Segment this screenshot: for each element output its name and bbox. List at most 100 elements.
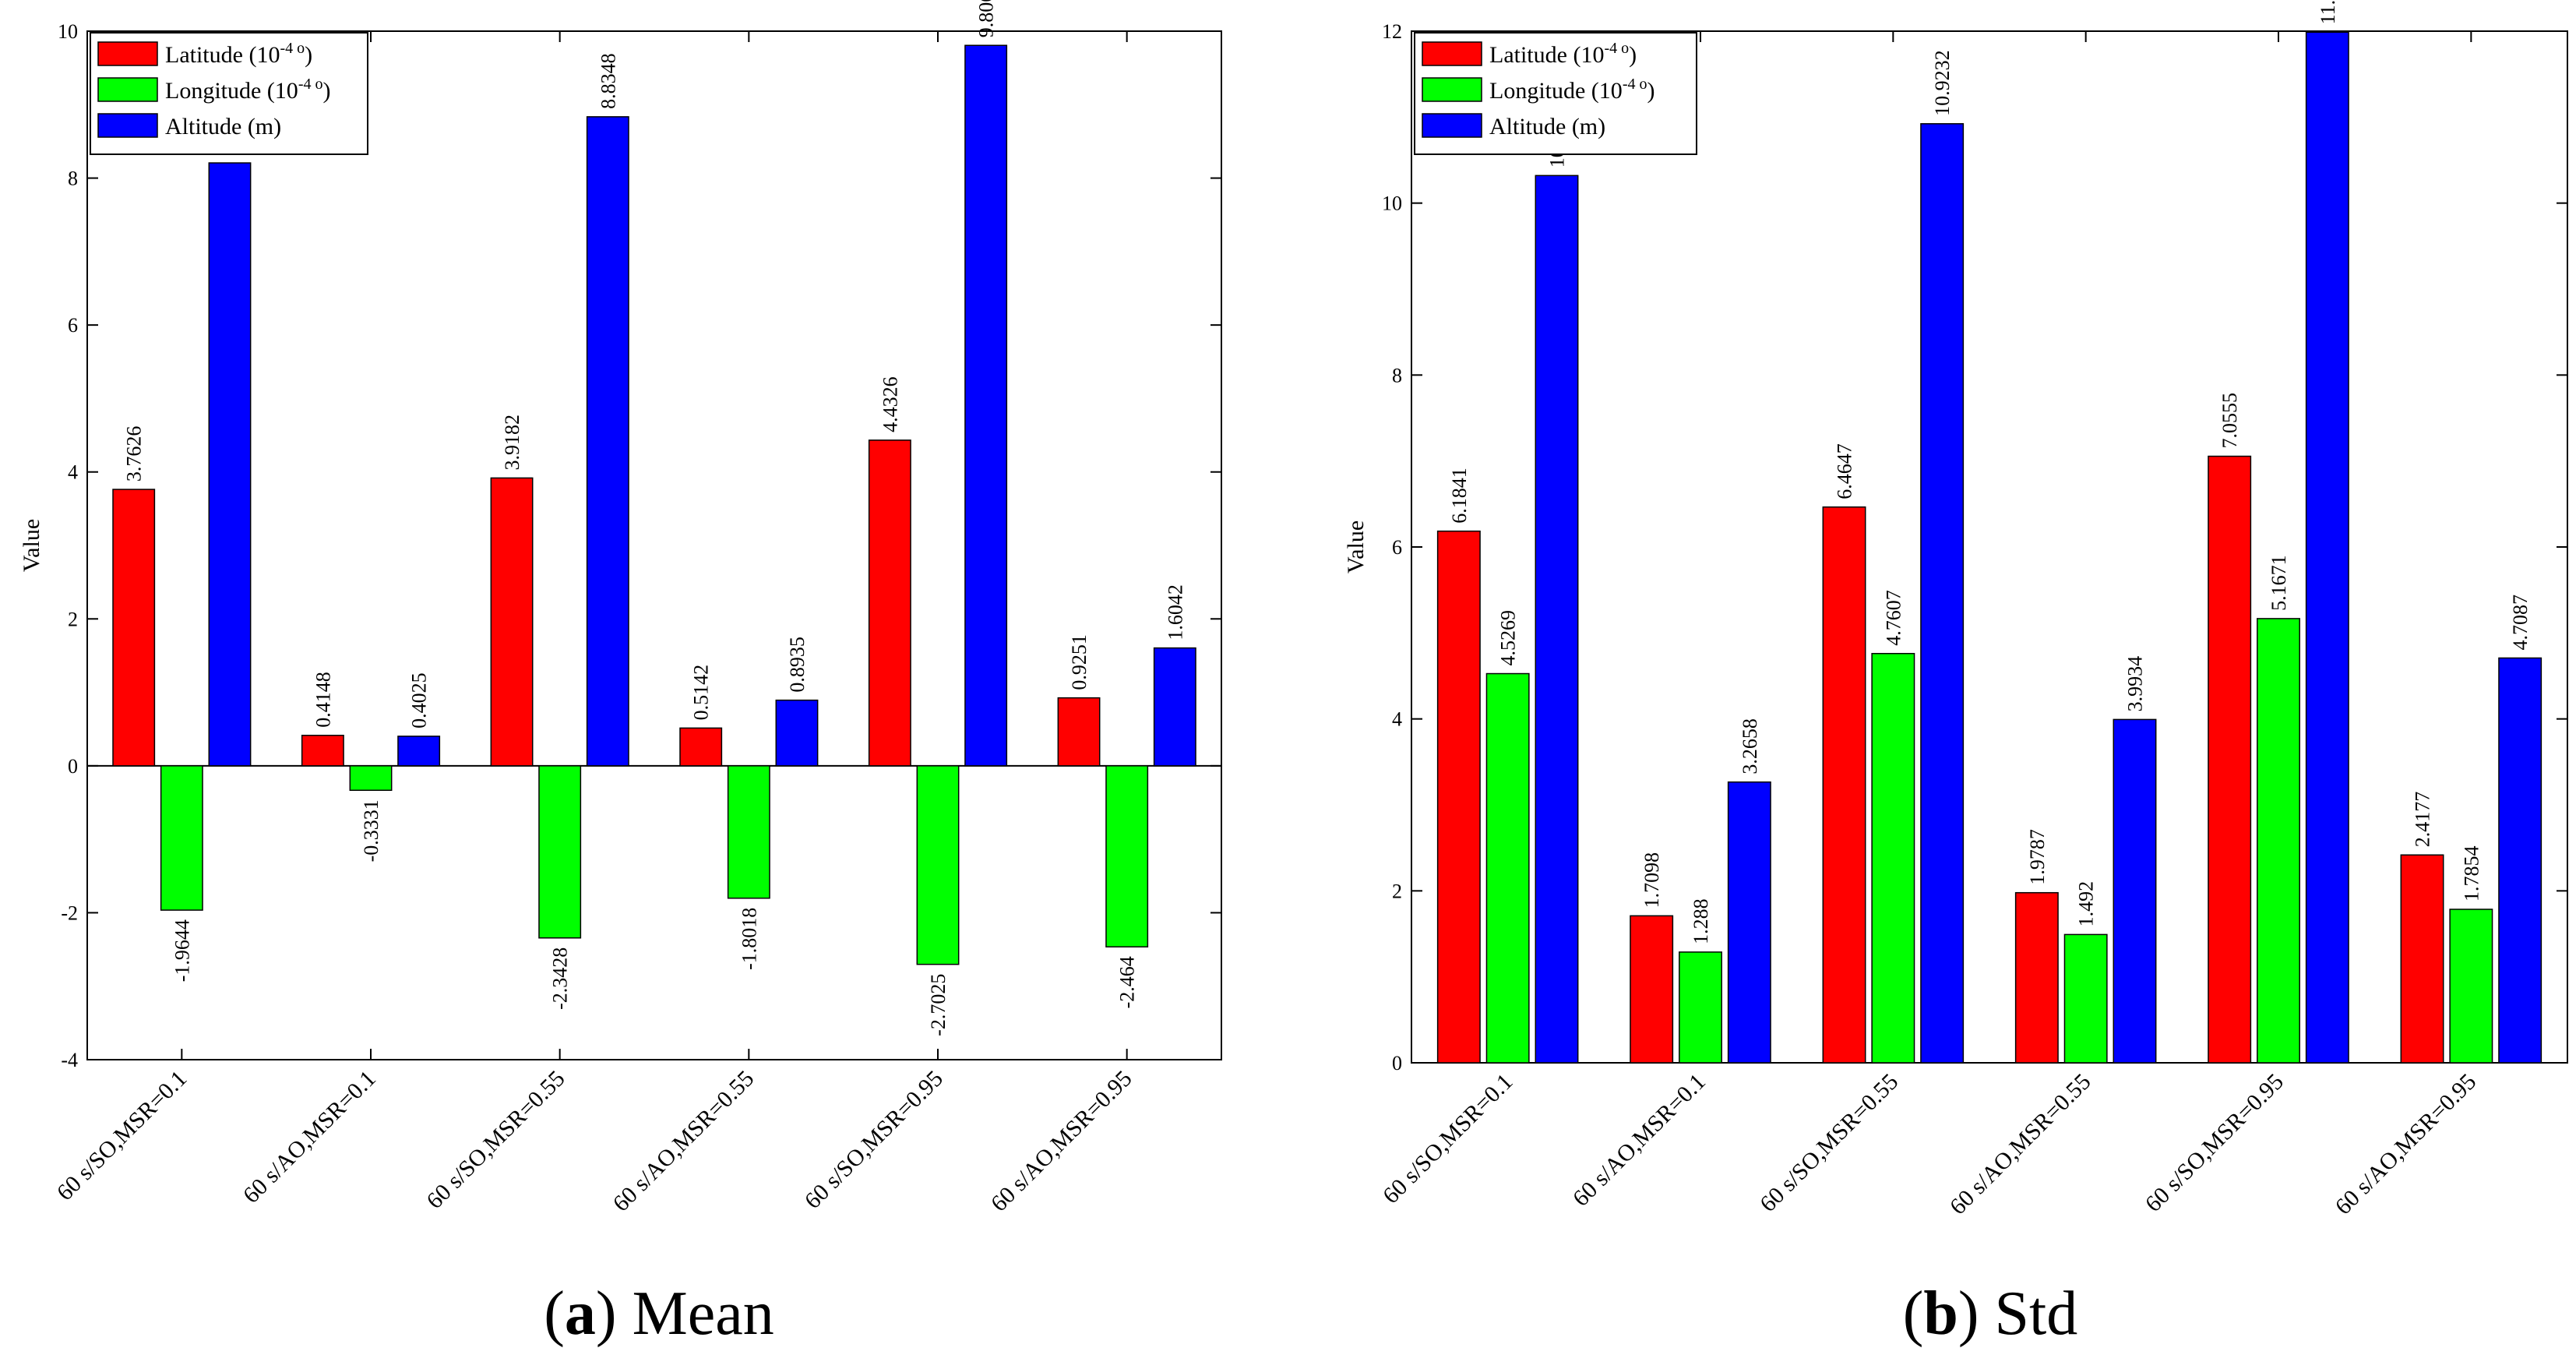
data-label-latitude: 1.7098 [1640,852,1663,909]
y-axis-label: Value [19,519,44,572]
panel-caption: (b) Std [1903,1279,2078,1348]
data-label-altitude: 0.8935 [786,637,809,693]
bar-latitude [1057,697,1101,767]
bar-altitude [1920,123,1965,1064]
legend-entry-longitude: Longitude (10-4 o) [1489,76,1654,104]
y-tick-label: 2 [68,608,78,630]
bar-latitude [1630,915,1674,1064]
y-tick-label: -4 [61,1049,78,1071]
legend-entry-altitude: Altitude (m) [1489,114,1605,139]
bar-longitude [727,765,770,899]
data-label-longitude: -1.8018 [738,908,760,970]
legend-text: Longitude (10 [1489,78,1623,104]
plot-area-frame [86,30,1222,1060]
y-tick-label: -2 [61,902,78,924]
legend-text: Longitude (10 [165,78,298,104]
data-label-longitude: 1.492 [2075,881,2098,927]
legend-entry-latitude: Latitude (10-4 o) [165,40,312,68]
y-tick-label: 8 [1392,364,1402,386]
x-category-label: 60 s/AO,MSR=0.55 [1945,1069,2096,1220]
bar-altitude [964,44,1008,767]
legend-swatch-longitude [97,77,158,102]
caption-letter: b [1923,1279,1958,1348]
data-label-latitude: 6.4647 [1834,443,1856,499]
bar-longitude [2063,933,2108,1064]
data-label-latitude: 0.9251 [1068,634,1091,690]
bar-altitude [2305,31,2349,1064]
legend-entry-latitude: Latitude (10-4 o) [1489,40,1637,68]
bar-altitude [1153,647,1196,767]
y-axis-label: Value [1343,520,1369,573]
caption-open: ( [544,1279,565,1348]
data-label-latitude: 0.5142 [690,665,713,721]
data-label-longitude: -2.7025 [927,974,950,1036]
legend-text-end: ) [305,42,312,68]
bar-altitude [586,116,629,767]
plot-area-frame [1411,30,2568,1064]
legend-superscript: -4 o [280,40,305,57]
legend-superscript: -4 o [298,76,323,93]
data-label-longitude: 5.1671 [2268,555,2290,611]
caption-text: ) Mean [596,1279,774,1348]
data-label-latitude: 0.4148 [312,672,334,728]
bar-longitude [160,765,203,911]
data-label-latitude: 4.4326 [879,376,901,432]
y-tick-label: 4 [68,461,78,484]
bar-latitude [1822,506,1866,1064]
y-tick-label: 2 [1392,880,1402,902]
y-tick-label: 8 [68,168,78,190]
bar-latitude [868,439,911,767]
bar-longitude [1679,951,1722,1064]
bar-longitude [1485,672,1530,1064]
legend-text-end: ) [1647,78,1654,104]
data-label-altitude: 3.2658 [1739,718,1761,775]
data-label-latitude: 7.0555 [2218,393,2241,449]
legend: Latitude (10-4 o)Longitude (10-4 o)Altit… [1414,32,1697,155]
legend-text: Latitude (10 [1489,42,1604,68]
x-category-label: 60 s/SO,MSR=0.1 [52,1066,192,1206]
bar-latitude [679,727,723,767]
bar-longitude [538,765,582,939]
bar-latitude [1436,530,1481,1064]
bar-longitude [349,765,393,792]
chart-panel-b: 0 2 4 6 8 10 12 Value 60 s/SO,MSR=0.1 6.1841 4.526… [1343,0,2568,1348]
bar-longitude [1105,765,1149,947]
legend-text-end: ) [1629,42,1637,68]
x-category-label: 60 s/AO,MSR=0.55 [608,1066,759,1217]
caption-text: ) Std [1958,1279,2077,1348]
y-tick-label: 10 [58,20,78,43]
data-label-latitude: 6.1841 [1448,468,1471,524]
data-label-latitude: 3.7626 [123,426,146,482]
data-label-longitude: 1.288 [1690,898,1712,944]
legend-swatch-longitude [1422,77,1482,102]
bar-latitude [112,489,156,767]
bar-altitude [208,162,252,767]
caption-open: ( [1903,1279,1924,1348]
data-label-longitude: 4.7607 [1882,590,1905,646]
legend-entry-altitude: Altitude (m) [165,114,281,139]
bar-latitude [2014,891,2059,1064]
bar-altitude [2113,718,2157,1064]
data-label-longitude: 4.5269 [1497,610,1520,666]
bar-latitude [301,734,344,767]
bar-latitude [2400,854,2444,1064]
legend: Latitude (10-4 o)Longitude (10-4 o)Altit… [90,32,368,155]
legend-swatch-latitude [97,41,158,66]
y-tick-label: 10 [1382,192,1402,215]
data-label-altitude: 4.7087 [2509,595,2532,651]
panel-caption: (a) Mean [544,1279,774,1348]
x-category-label: 60 s/SO,MSR=0.55 [421,1066,569,1214]
data-label-altitude: 0.4025 [408,672,431,729]
caption-letter: a [565,1279,596,1348]
y-tick-label: 6 [1392,536,1402,559]
data-label-longitude: 1.7854 [2460,846,2483,902]
legend-swatch-latitude [1422,41,1482,66]
bar-longitude [916,765,960,965]
x-category-label: 60 s/SO,MSR=0.95 [2141,1069,2289,1217]
x-category-label: 60 s/AO,MSR=0.95 [986,1066,1137,1217]
x-category-label: 60 s/AO,MSR=0.1 [1568,1069,1711,1212]
y-tick-label: 12 [1382,20,1402,43]
legend-superscript: -4 o [1604,40,1629,57]
x-category-label: 60 s/SO,MSR=0.95 [800,1066,948,1214]
legend-text: Altitude (m) [1489,114,1605,139]
